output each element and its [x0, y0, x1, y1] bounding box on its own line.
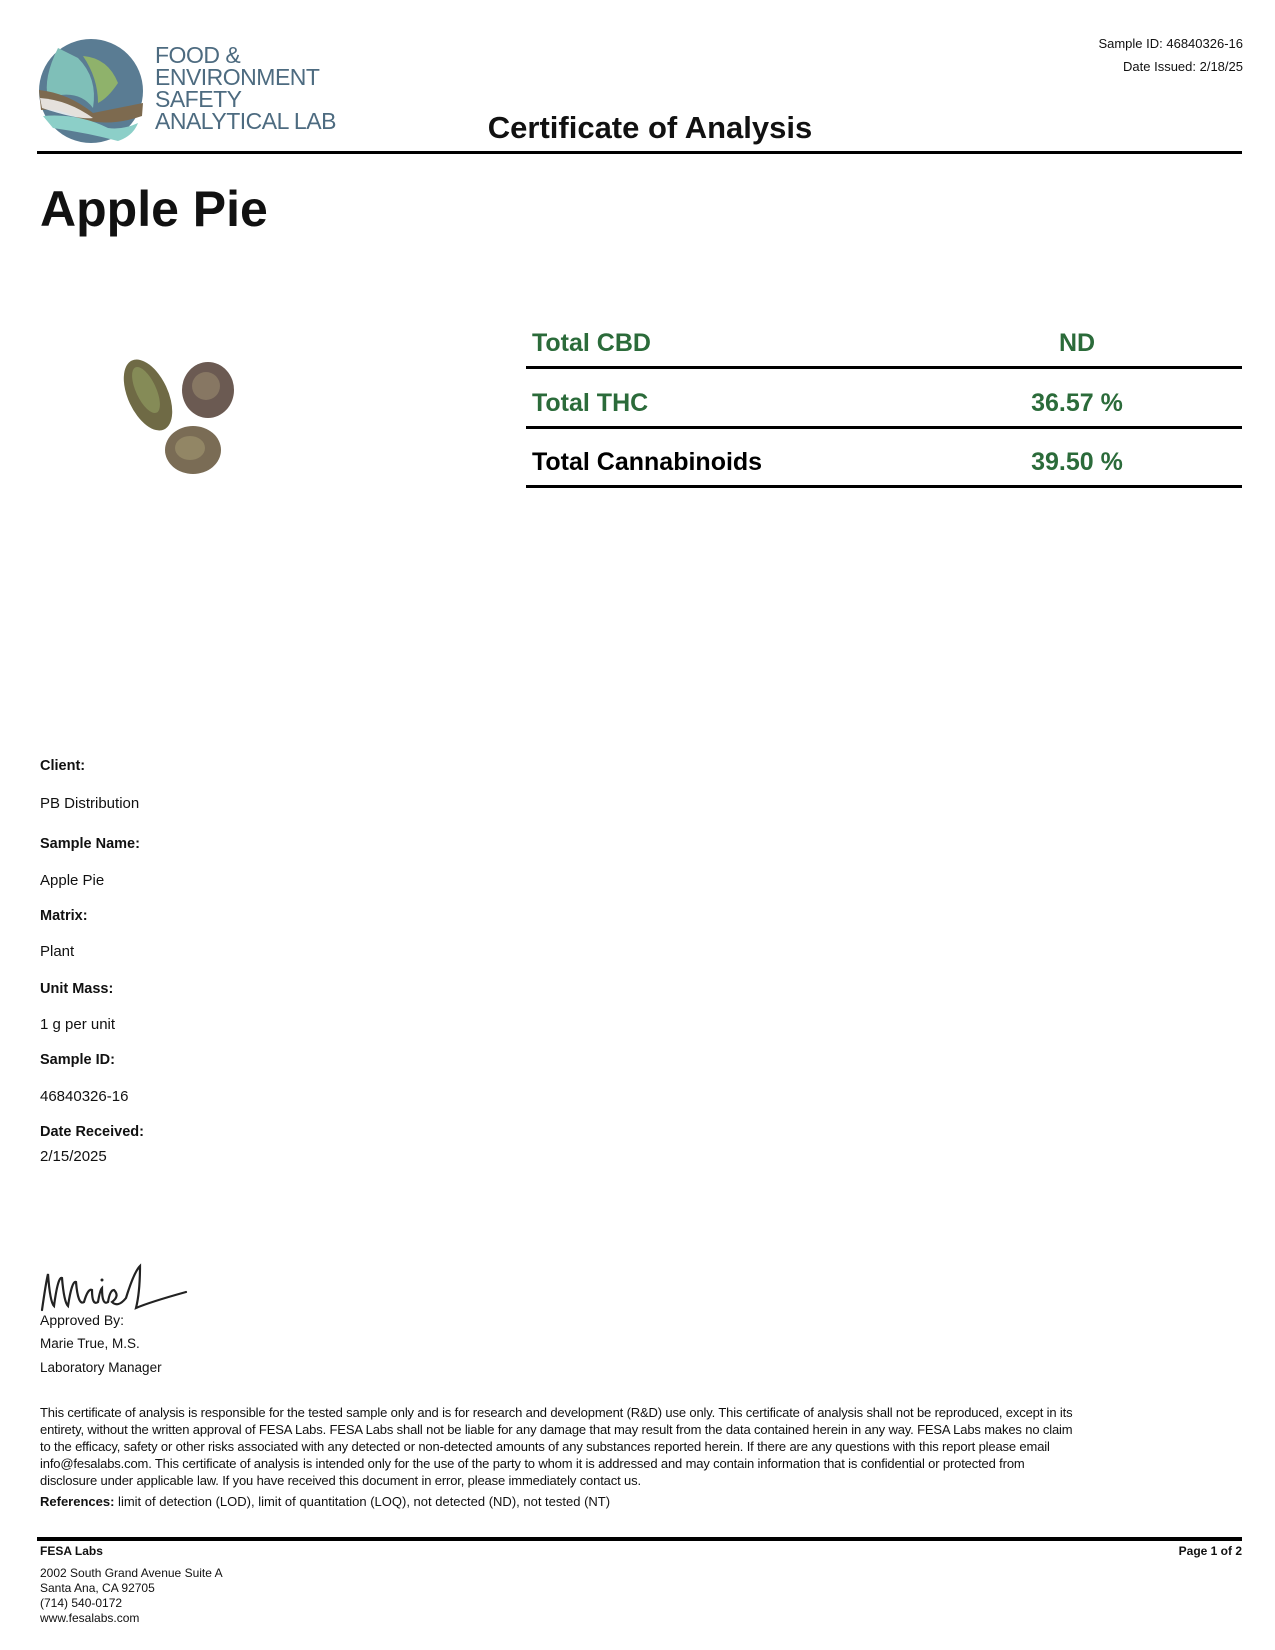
logo-line: ENVIRONMENT [155, 64, 320, 90]
disclaimer-line: entirety, without the written approval o… [40, 1422, 1073, 1437]
page-indicator: Page 1 of 2 [1178, 1544, 1242, 1558]
website-link[interactable]: www.fesalabs.com [40, 1611, 140, 1625]
approver-name: Marie True, M.S. [40, 1336, 140, 1351]
matrix-value: Plant [40, 943, 75, 960]
phone: (714) 540-0172 [40, 1596, 123, 1610]
unit-mass-value: 1 g per unit [40, 1016, 116, 1033]
references-label: References: [40, 1494, 115, 1509]
footer-company: FESA Labs [40, 1544, 103, 1558]
sample-name-value: Apple Pie [40, 872, 105, 889]
date-received-value: 2/15/2025 [40, 1148, 107, 1165]
disclaimer-line: to the efficacy, safety or other risks a… [40, 1439, 1050, 1454]
logo-wordmark: FOOD & ENVIRONMENT SAFETY ANALYTICAL LAB [155, 42, 336, 134]
address-line: 2002 South Grand Avenue Suite A [40, 1566, 223, 1580]
product-image [123, 359, 234, 474]
page-title: Certificate of Analysis [487, 110, 813, 145]
disclaimer-line: This certificate of analysis is responsi… [40, 1405, 1073, 1420]
summary-label: Total CBD [532, 329, 651, 357]
summary-label: Total THC [532, 389, 649, 417]
header-sample-id: Sample ID: 46840326-16 [1098, 36, 1243, 51]
summary-row-total-cbd: Total CBD ND [526, 306, 1242, 369]
signature [40, 1263, 188, 1312]
footer-address: 2002 South Grand Avenue Suite A Santa An… [40, 1566, 223, 1626]
approver-role: Laboratory Manager [40, 1360, 162, 1375]
approved-by-label: Approved By: [40, 1312, 125, 1328]
header-date-issued: Date Issued: 2/18/25 [1123, 59, 1243, 74]
disclaimer: This certificate of analysis is responsi… [40, 1404, 1073, 1489]
product-name: Apple Pie [40, 181, 268, 237]
summary-row-total-thc: Total THC 36.57 % [526, 366, 1242, 429]
summary-value: ND [1058, 329, 1096, 357]
lab-logo [39, 39, 143, 143]
sample-name-label: Sample Name: [40, 836, 140, 852]
references: References: limit of detection (LOD), li… [40, 1494, 610, 1509]
summary-row-total-cannabinoids: Total Cannabinoids 39.50 % [526, 425, 1242, 488]
summary-value: 39.50 % [1031, 448, 1123, 476]
matrix-label: Matrix: [40, 908, 88, 924]
summary-label: Total Cannabinoids [532, 448, 763, 476]
header-divider [37, 151, 1242, 154]
client-value: PB Distribution [40, 795, 140, 812]
logo-line: SAFETY [155, 86, 242, 112]
references-text: limit of detection (LOD), limit of quant… [114, 1494, 611, 1509]
disclaimer-line: info@fesalabs.com. This certificate of a… [40, 1456, 1025, 1471]
disclaimer-line: disclosure under applicable law. If you … [40, 1473, 641, 1488]
address-line: Santa Ana, CA 92705 [40, 1581, 155, 1595]
footer-divider [37, 1537, 1242, 1541]
summary-value: 36.57 % [1031, 389, 1123, 417]
unit-mass-label: Unit Mass: [40, 981, 114, 997]
sample-id-value: 46840326-16 [40, 1088, 129, 1105]
client-label: Client: [40, 758, 86, 774]
date-received-label: Date Received: [40, 1124, 144, 1140]
logo-line: ANALYTICAL LAB [155, 108, 336, 134]
logo-line: FOOD & [155, 42, 241, 68]
sample-id-label: Sample ID: [40, 1052, 115, 1068]
